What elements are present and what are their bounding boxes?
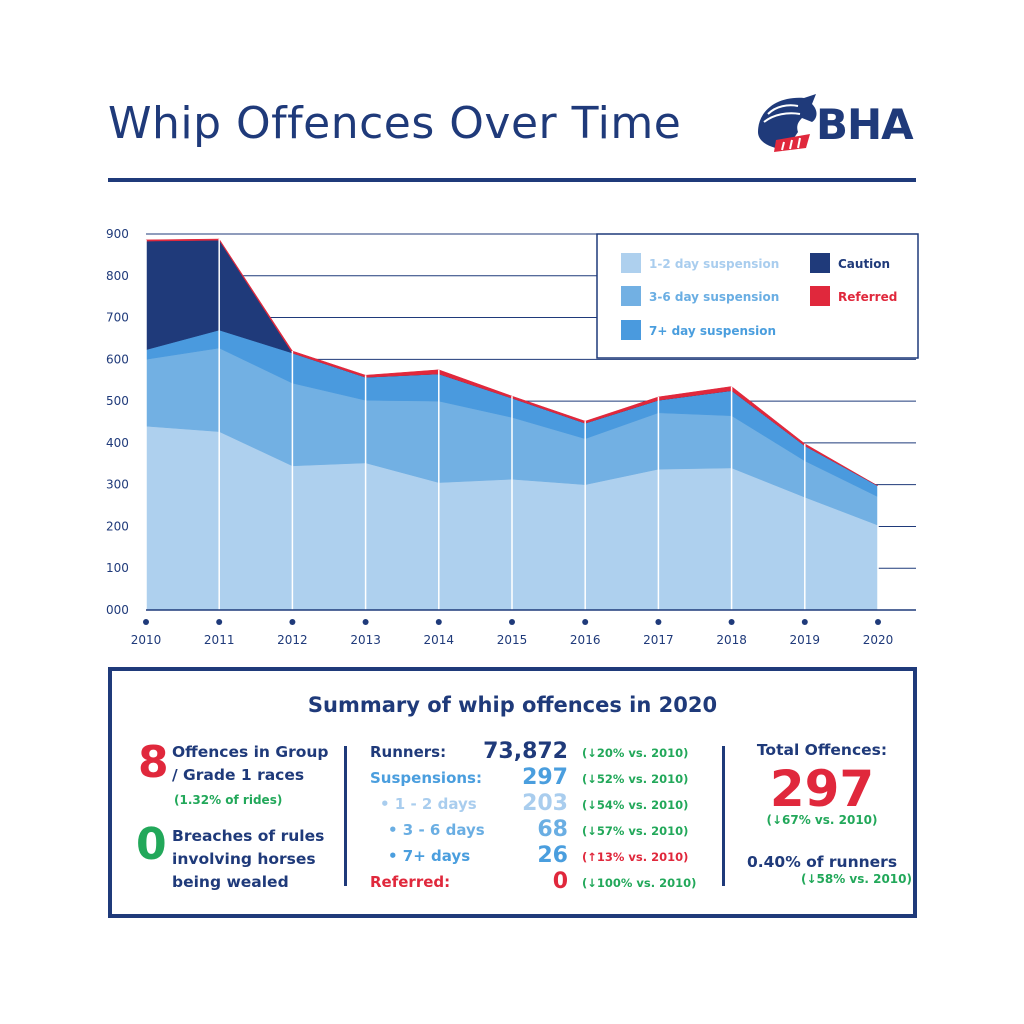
year-dot [875,619,881,625]
summary-row-value: 0 [552,869,568,894]
area-referred [145,238,879,487]
legend-label: Referred [838,290,897,304]
legend-swatch [621,320,641,340]
y-tick-label: 800 [106,269,129,283]
total-offences-value: 297 [769,760,875,818]
wealed-line3: being wealed [172,873,289,891]
legend-box [596,233,919,359]
legend-label: 3-6 day suspension [649,290,779,304]
year-dot [435,619,442,625]
total-offences-change: (↓67% vs. 2010) [766,813,878,827]
logo-text: BHA [816,100,914,149]
year-dot [728,619,735,625]
year-dot [143,619,149,625]
group1-line2: / Grade 1 races [172,766,305,784]
x-tick-label: 2014 [424,633,455,647]
summary-row-label: • 1 - 2 days [380,795,477,813]
y-tick-label: 100 [106,561,129,575]
group1-offences-label: Offences in Group / Grade 1 races [172,741,329,787]
y-tick-label: 500 [106,394,129,408]
wealed-value: 0 [136,819,167,870]
x-tick-label: 2018 [716,633,747,647]
summary-row-value: 68 [537,817,568,842]
group1-line1: Offences in Group [172,743,329,761]
y-tick-label: 900 [106,227,129,241]
x-tick-label: 2016 [570,633,601,647]
chart-legend: 1-2 day suspension 3-6 day suspension 7+ d… [596,233,919,359]
summary-row-value: 297 [522,765,568,790]
wealed-label: Breaches of rules involving horses being… [172,825,324,894]
year-dot [216,619,223,625]
year-dot [509,619,515,625]
wealed-line2: involving horses [172,850,316,868]
runners-percentage-change: (↓58% vs. 2010) [800,872,912,886]
summary-divider-right [722,746,725,886]
x-tick-label: 2013 [350,633,381,647]
y-tick-label: 200 [106,519,129,533]
summary-row-change: (↓54% vs. 2010) [582,798,689,812]
summary-panel: Summary of whip offences in 2020 8 Offen… [108,667,917,918]
summary-row-label: • 3 - 6 days [388,821,485,839]
runners-percentage: 0.40% of runners [746,853,898,871]
summary-row-change: (↓52% vs. 2010) [582,772,689,786]
x-tick-label: 2010 [131,633,162,647]
summary-row-value: 73,872 [483,739,568,764]
year-dot [582,619,589,625]
summary-row-value: 26 [537,843,568,868]
year-dot [801,619,808,625]
area-chart: 000 100 200 300 400 500 600 700 800 900 2010 2011 20… [106,227,919,647]
legend-label: Caution [838,257,890,271]
year-dot [289,619,296,625]
summary-row-change: (↓57% vs. 2010) [582,824,689,838]
summary-row-change: (↓20% vs. 2010) [582,746,689,760]
x-tick-label: 2015 [497,633,528,647]
summary-row-label: Suspensions: [370,769,482,787]
summary-row-value: 203 [522,791,568,816]
y-tick-label: 600 [106,352,129,366]
y-tick-label: 000 [106,603,129,617]
summary-title: Summary of whip offences in 2020 [307,693,718,717]
legend-swatch [621,286,641,306]
summary-row-change: (↓100% vs. 2010) [582,876,697,890]
x-tick-label: 2020 [863,633,894,647]
title-divider [108,178,916,182]
y-tick-label: 300 [106,478,129,492]
legend-swatch [621,253,641,273]
legend-swatch [810,253,830,273]
x-tick-label: 2012 [277,633,308,647]
x-tick-label: 2017 [643,633,674,647]
legend-label: 7+ day suspension [649,324,776,338]
summary-row-label: • 7+ days [388,847,471,865]
year-dot [362,619,369,625]
chart-axes: 000 100 200 300 400 500 600 700 800 900 2010 2011 20… [106,227,916,647]
year-lines [145,239,879,610]
year-dot [655,619,662,625]
x-tick-label: 2019 [790,633,821,647]
wealed-line1: Breaches of rules [172,827,325,845]
y-tick-label: 400 [106,436,129,450]
group1-rides-note: (1.32% of rides) [174,793,283,807]
summary-row-change: (↑13% vs. 2010) [582,850,689,864]
bha-logo-icon [758,94,817,152]
summary-row-label: Runners: [370,743,447,761]
summary-row-label: Referred: [370,873,451,891]
legend-label: 1-2 day suspension [649,257,779,271]
y-tick-label: 700 [106,311,129,325]
group1-offences-value: 8 [138,737,169,788]
total-offences-label: Total Offences: [756,741,888,759]
page-title: Whip Offences Over Time [108,98,682,149]
legend-swatch [810,286,830,306]
summary-divider-left [344,746,347,886]
x-tick-label: 2011 [204,633,235,647]
